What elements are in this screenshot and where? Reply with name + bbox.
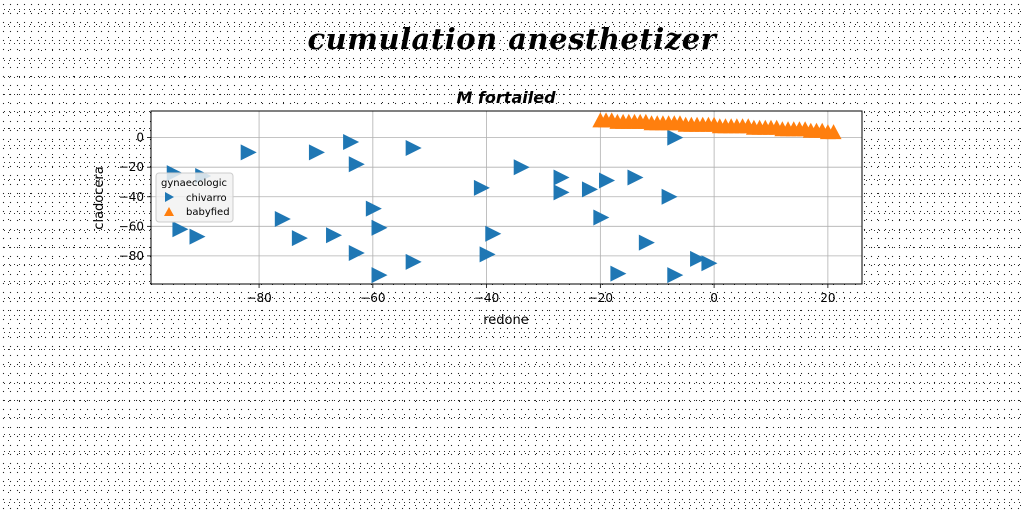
point-chivarro xyxy=(473,179,490,196)
point-chivarro xyxy=(405,139,422,156)
point-chivarro xyxy=(189,228,206,245)
point-chivarro xyxy=(701,255,718,272)
legend-label-babyfied: babyfied xyxy=(186,207,230,218)
legend-marker-chivarro xyxy=(165,192,174,202)
legend-label-chivarro: chivarro xyxy=(186,193,227,204)
plot-area xyxy=(151,111,862,284)
point-chivarro xyxy=(638,234,655,251)
point-chivarro xyxy=(513,159,530,176)
x-tick-label: 0 xyxy=(710,291,718,305)
x-tick-label: −80 xyxy=(246,291,271,305)
point-chivarro xyxy=(343,134,360,151)
point-chivarro xyxy=(485,225,502,242)
point-chivarro xyxy=(690,250,707,267)
y-tick-label: −40 xyxy=(119,190,144,204)
y-ticks: 0 −20 −40 −60 −80 xyxy=(119,131,151,263)
figure-suptitle: cumulation anesthetizer xyxy=(307,22,717,56)
grid-x xyxy=(258,111,829,284)
point-chivarro xyxy=(326,227,343,244)
point-chivarro xyxy=(627,169,644,186)
series-babyfied xyxy=(592,112,842,140)
point-babyfied xyxy=(825,124,842,140)
point-chivarro xyxy=(405,253,422,270)
point-chivarro xyxy=(661,188,678,205)
y-tick-label: −80 xyxy=(119,249,144,263)
point-chivarro xyxy=(667,129,684,146)
x-tick-label: 20 xyxy=(820,291,835,305)
series-chivarro xyxy=(166,129,718,284)
point-chivarro xyxy=(371,219,388,236)
point-chivarro xyxy=(553,169,570,186)
x-tick-label: −40 xyxy=(474,291,499,305)
x-ticks: −80 −60 −40 −20 0 20 xyxy=(246,284,836,305)
y-axis-label: cladocera xyxy=(92,166,107,229)
legend-box xyxy=(155,172,234,223)
point-chivarro xyxy=(371,267,388,284)
point-chivarro xyxy=(240,144,257,161)
y-tick-label: −60 xyxy=(119,219,144,233)
point-chivarro xyxy=(593,209,610,226)
point-chivarro xyxy=(365,200,382,217)
point-chivarro xyxy=(610,265,627,282)
point-chivarro xyxy=(348,156,365,173)
y-tick-label: −20 xyxy=(119,160,144,174)
plot-frame xyxy=(150,110,863,285)
x-tick-label: −20 xyxy=(588,291,613,305)
point-chivarro xyxy=(479,246,496,263)
grid-y xyxy=(151,137,862,257)
legend: gynaecologic chivarro babyfied xyxy=(155,172,234,223)
legend-marker-babyfied xyxy=(164,207,174,216)
legend-title: gynaecologic xyxy=(161,178,227,189)
point-chivarro xyxy=(291,230,308,247)
x-tick-label: −60 xyxy=(360,291,385,305)
point-chivarro xyxy=(581,181,598,198)
point-chivarro xyxy=(308,144,325,161)
y-tick-label: 0 xyxy=(136,131,144,145)
x-axis-label: redone xyxy=(483,313,529,328)
point-chivarro xyxy=(667,267,684,284)
point-chivarro xyxy=(348,244,365,261)
point-chivarro xyxy=(599,172,616,189)
point-chivarro xyxy=(553,184,570,201)
point-chivarro xyxy=(172,221,189,238)
point-chivarro xyxy=(274,210,291,227)
plot-title: M fortailed xyxy=(456,88,556,107)
